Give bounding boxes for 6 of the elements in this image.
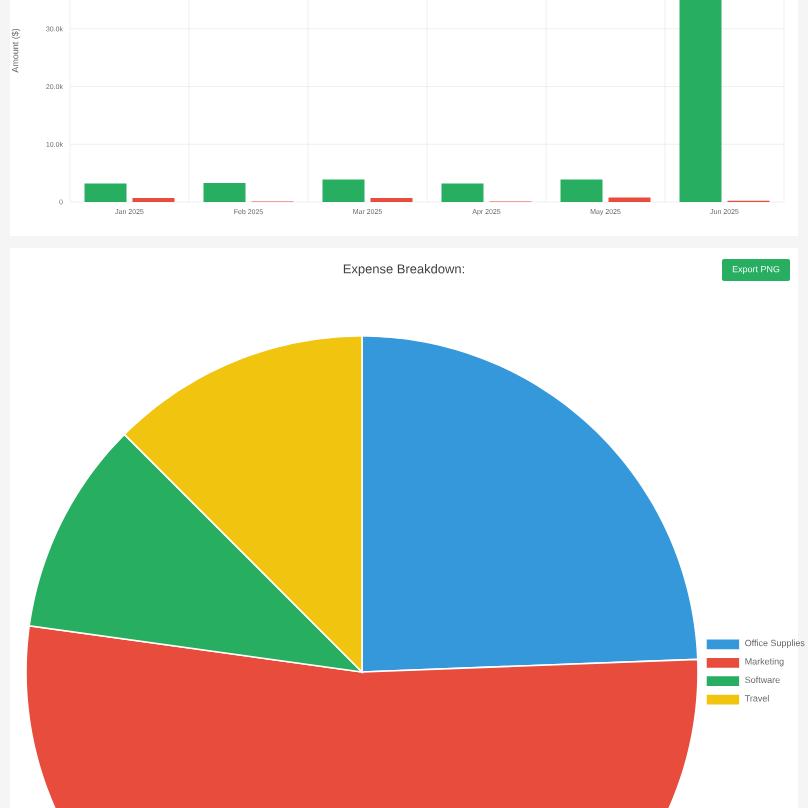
bar xyxy=(203,182,246,202)
bar xyxy=(322,179,365,202)
bar xyxy=(560,179,603,202)
bar xyxy=(679,0,722,202)
bar xyxy=(84,183,127,202)
bar xyxy=(441,183,484,202)
